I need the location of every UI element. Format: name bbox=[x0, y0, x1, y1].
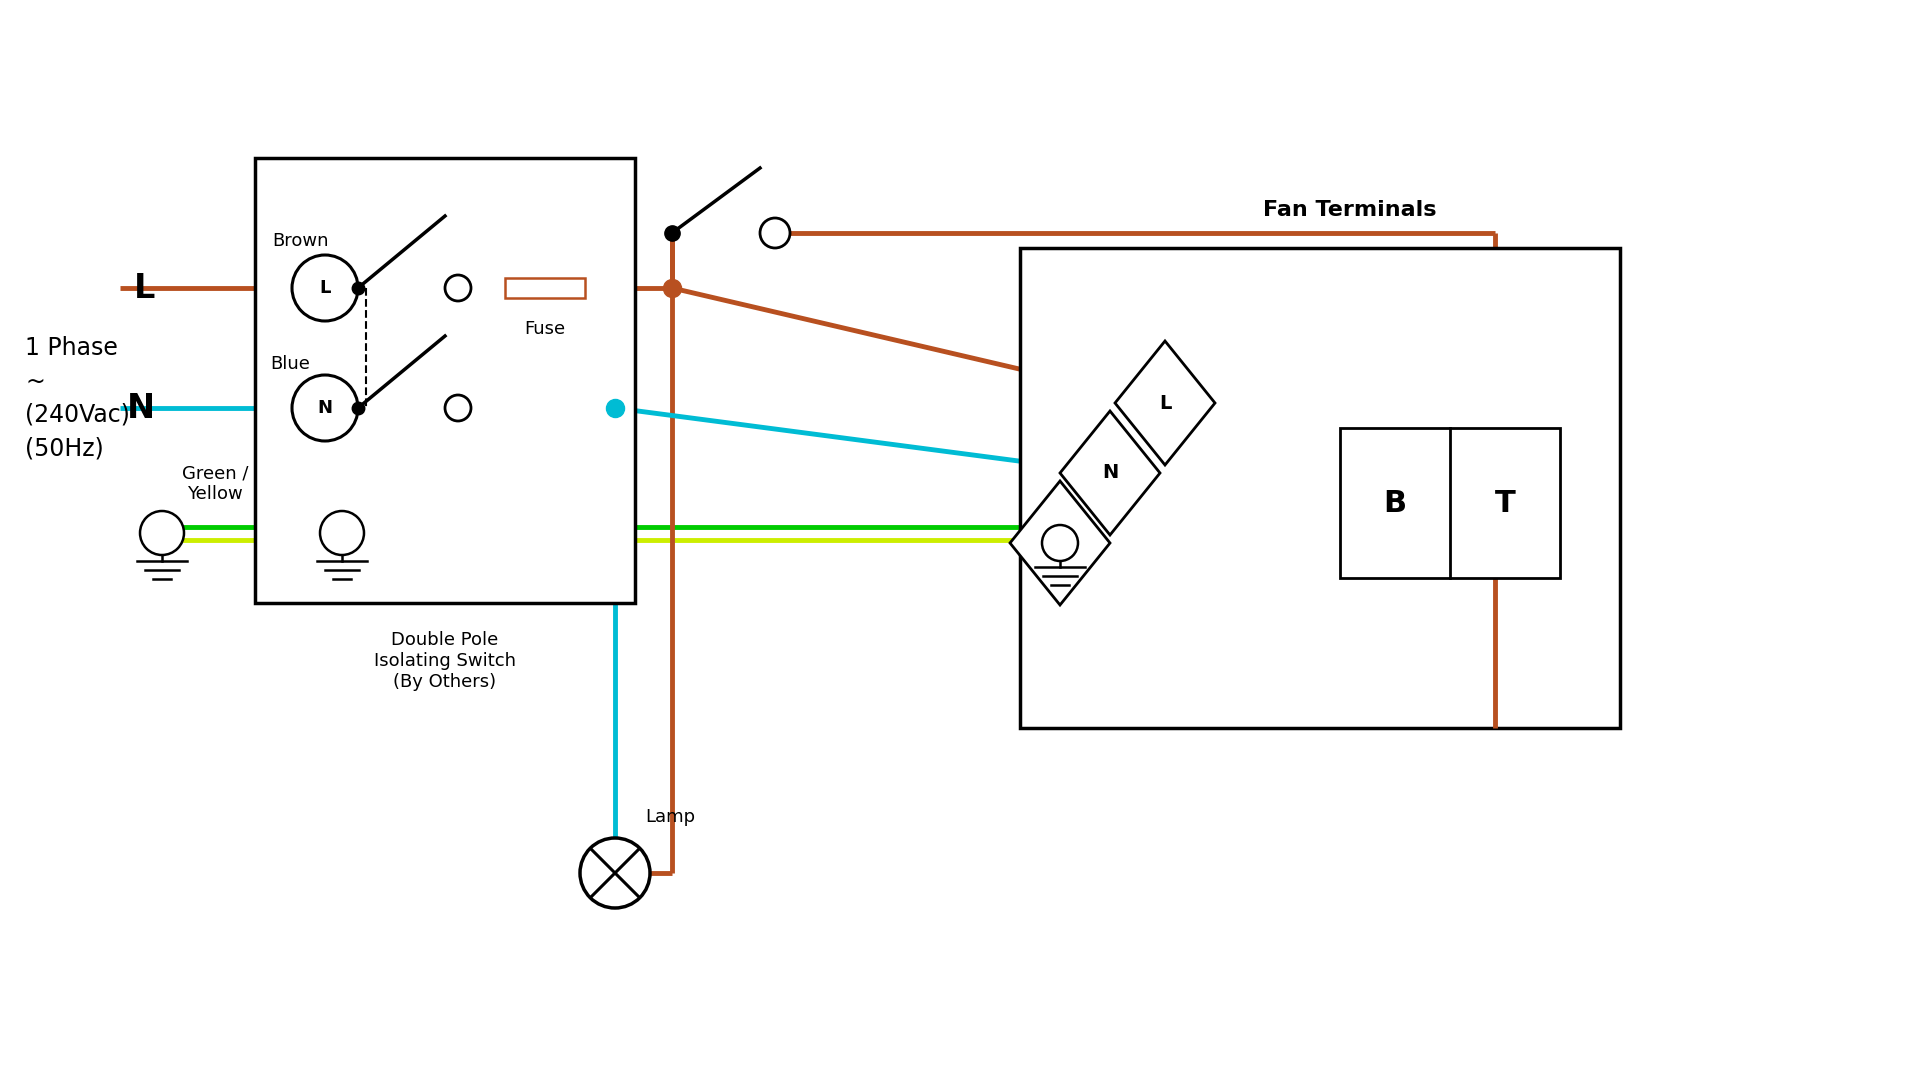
Text: 1 Phase
~
(240Vac)
(50Hz): 1 Phase ~ (240Vac) (50Hz) bbox=[25, 336, 131, 460]
Text: Double Pole
Isolating Switch
(By Others): Double Pole Isolating Switch (By Others) bbox=[374, 631, 516, 691]
Circle shape bbox=[445, 275, 470, 301]
Text: Blue: Blue bbox=[271, 355, 309, 373]
Text: Lamp: Lamp bbox=[645, 808, 695, 826]
Polygon shape bbox=[1010, 481, 1110, 605]
Text: L: L bbox=[134, 272, 156, 305]
Bar bbox=[1020, 248, 1620, 728]
Text: N: N bbox=[127, 392, 156, 424]
Circle shape bbox=[760, 218, 789, 248]
Polygon shape bbox=[1116, 341, 1215, 465]
Circle shape bbox=[292, 255, 357, 321]
Circle shape bbox=[292, 375, 357, 441]
Bar bbox=[1340, 428, 1559, 578]
Text: Brown: Brown bbox=[273, 232, 328, 250]
Text: L: L bbox=[319, 279, 330, 297]
Circle shape bbox=[445, 395, 470, 421]
Text: T: T bbox=[1494, 489, 1515, 518]
Polygon shape bbox=[1060, 411, 1160, 535]
Circle shape bbox=[1043, 526, 1077, 561]
Bar bbox=[505, 279, 586, 298]
Text: N: N bbox=[1102, 463, 1117, 482]
Text: Green /
Yellow: Green / Yellow bbox=[182, 465, 248, 503]
Circle shape bbox=[140, 511, 184, 555]
Text: N: N bbox=[317, 399, 332, 417]
Text: Fuse: Fuse bbox=[524, 320, 566, 338]
Text: B: B bbox=[1384, 489, 1407, 518]
Text: L: L bbox=[1160, 394, 1171, 412]
Text: Fan Terminals: Fan Terminals bbox=[1263, 200, 1436, 220]
Bar bbox=[255, 158, 636, 603]
Circle shape bbox=[321, 511, 365, 555]
Circle shape bbox=[580, 838, 651, 908]
